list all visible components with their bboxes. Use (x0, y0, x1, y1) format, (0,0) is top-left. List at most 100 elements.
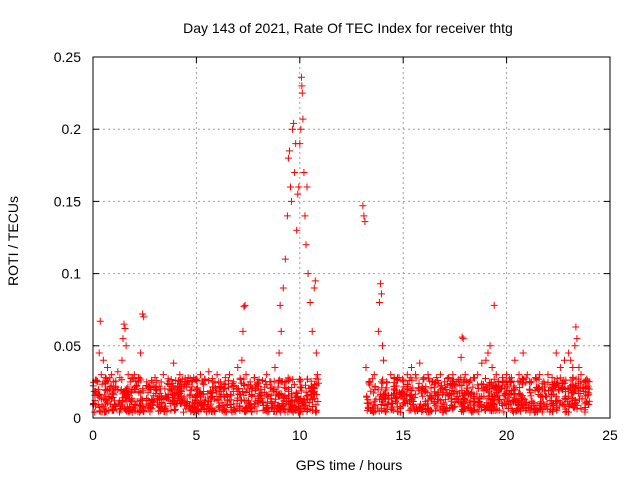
data-point (507, 378, 515, 386)
data-point (519, 394, 527, 402)
data-point (119, 335, 127, 343)
data-point (296, 404, 304, 412)
data-point (292, 407, 300, 415)
data-point (101, 408, 109, 416)
data-point (226, 391, 234, 399)
data-point (137, 395, 145, 403)
y-tick-label: 0.2 (62, 121, 82, 137)
data-point (571, 342, 579, 350)
data-point (527, 404, 535, 412)
data-point (557, 399, 565, 407)
data-point (299, 399, 307, 407)
data-point (279, 284, 287, 292)
data-point (94, 386, 102, 394)
data-point (271, 363, 279, 371)
grid-lines (93, 57, 610, 418)
data-point (263, 371, 271, 379)
data-point (475, 385, 483, 393)
data-point (420, 374, 428, 382)
data-point (205, 405, 213, 413)
data-point (288, 391, 296, 399)
data-point (573, 335, 581, 343)
data-point (552, 349, 560, 357)
data-point (506, 375, 514, 383)
data-point (481, 374, 489, 382)
data-point (122, 397, 130, 405)
data-point (383, 405, 391, 413)
data-point (103, 399, 111, 407)
data-point (299, 115, 307, 123)
data-point (275, 392, 283, 400)
data-point (263, 408, 271, 416)
data-point (120, 320, 128, 328)
data-point (484, 349, 492, 357)
data-point (148, 405, 156, 413)
data-point (143, 378, 151, 386)
data-point (158, 395, 166, 403)
data-point (289, 125, 297, 133)
data-point (284, 408, 292, 416)
data-point (99, 356, 107, 364)
data-point (139, 310, 147, 318)
data-point (150, 392, 158, 400)
axis-ticks: 0 5 10 15 20 25 0 0.05 0.1 0.15 0.2 0.25 (54, 49, 618, 443)
data-point (110, 378, 118, 386)
data-point (281, 255, 289, 263)
data-point (515, 402, 523, 410)
data-point (407, 406, 415, 414)
data-point (162, 402, 170, 410)
data-point (395, 374, 403, 382)
data-point (460, 394, 468, 402)
data-point (96, 317, 104, 325)
data-point (153, 377, 161, 385)
data-point (154, 396, 162, 404)
data-point (581, 378, 589, 386)
data-point (167, 376, 175, 384)
data-point (259, 399, 267, 407)
data-point (556, 374, 564, 382)
data-point (111, 397, 119, 405)
data-point (297, 73, 305, 81)
data-point (579, 384, 587, 392)
data-point (554, 382, 562, 390)
data-point (238, 397, 246, 405)
data-point (248, 405, 256, 413)
x-tick-label: 0 (89, 427, 97, 443)
data-point (575, 384, 583, 392)
data-point (462, 389, 470, 397)
data-point (271, 407, 279, 415)
data-point (288, 197, 296, 205)
data-point (424, 396, 432, 404)
data-point (497, 385, 505, 393)
data-point (199, 379, 207, 387)
data-point (482, 356, 490, 364)
data-point (492, 384, 500, 392)
data-point (154, 407, 162, 415)
data-point (118, 356, 126, 364)
data-point (553, 406, 561, 414)
data-point (561, 405, 569, 413)
data-point (102, 386, 110, 394)
data-point (432, 391, 440, 399)
data-point (480, 393, 488, 401)
data-point (170, 359, 178, 367)
data-point (562, 376, 570, 384)
data-point (261, 383, 269, 391)
data-point (225, 371, 233, 379)
data-point (459, 335, 467, 343)
data-point (114, 368, 122, 376)
data-point (313, 381, 321, 389)
data-point (548, 383, 556, 391)
data-point (303, 407, 311, 415)
data-point (565, 349, 573, 357)
data-point (224, 377, 232, 385)
data-point (96, 393, 104, 401)
data-point (264, 393, 272, 401)
data-point (267, 384, 275, 392)
data-point (208, 389, 216, 397)
data-point (291, 169, 299, 177)
data-point (239, 327, 247, 335)
data-point (302, 241, 310, 249)
data-point (101, 374, 109, 382)
